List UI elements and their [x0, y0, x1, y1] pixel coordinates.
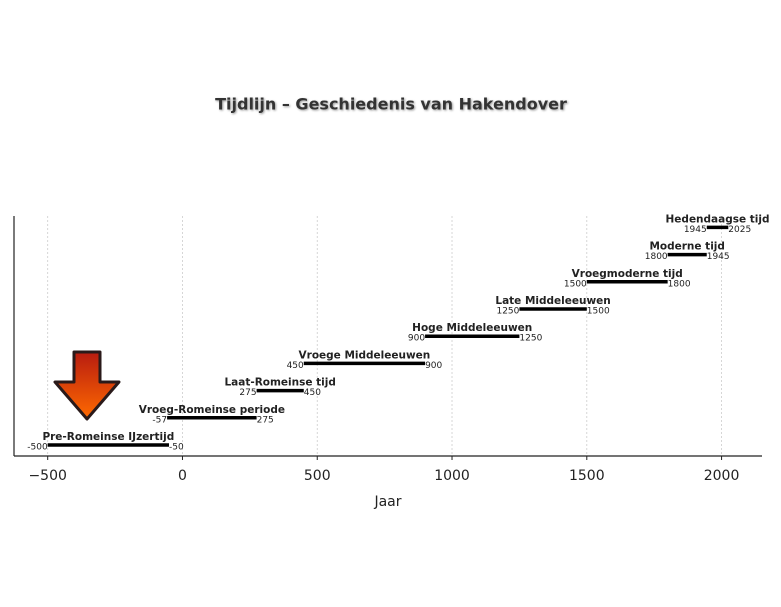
end-label: 1250	[519, 334, 542, 344]
x-tick-label: 2000	[704, 468, 740, 484]
x-tick-label: 0	[178, 468, 187, 484]
start-label: 275	[239, 388, 256, 398]
period-name: Moderne tijd	[649, 241, 724, 253]
start-label: 1945	[684, 225, 707, 235]
x-tick-label: 1500	[569, 468, 605, 484]
x-axis-label: Jaar	[373, 494, 401, 510]
period-name: Vroege Middeleeuwen	[299, 349, 431, 361]
start-label: 1800	[645, 252, 668, 262]
period-name: Hedendaagse tijd	[666, 213, 770, 225]
start-label: -57	[152, 415, 167, 425]
period-name: Vroegmoderne tijd	[572, 268, 683, 280]
x-tick-label: 500	[304, 468, 331, 484]
start-label: 450	[287, 361, 304, 371]
x-tick-label: 1000	[434, 468, 470, 484]
period-name: Late Middeleeuwen	[495, 295, 610, 307]
start-label: 1500	[564, 279, 587, 289]
start-label: -500	[27, 443, 48, 453]
end-label: 450	[304, 388, 321, 398]
end-label: 1500	[587, 307, 610, 317]
chart-title: Tijdlijn – Geschiedenis van Hakendover	[215, 95, 567, 114]
end-label: 900	[425, 361, 442, 371]
end-label: 1945	[707, 252, 730, 262]
start-label: 900	[408, 334, 425, 344]
start-label: 1250	[496, 307, 519, 317]
period-name: Pre-Romeinse IJzertijd	[42, 431, 174, 443]
end-label: 275	[257, 415, 274, 425]
end-label: 1800	[668, 279, 691, 289]
end-label: 2025	[728, 225, 751, 235]
period-name: Hoge Middeleeuwen	[412, 322, 532, 334]
x-tick-label: −500	[28, 468, 66, 484]
period-name: Laat-Romeinse tijd	[224, 377, 335, 389]
arrow-icon	[53, 350, 121, 421]
period-name: Vroeg-Romeinse periode	[139, 404, 285, 416]
end-label: -50	[169, 443, 184, 453]
